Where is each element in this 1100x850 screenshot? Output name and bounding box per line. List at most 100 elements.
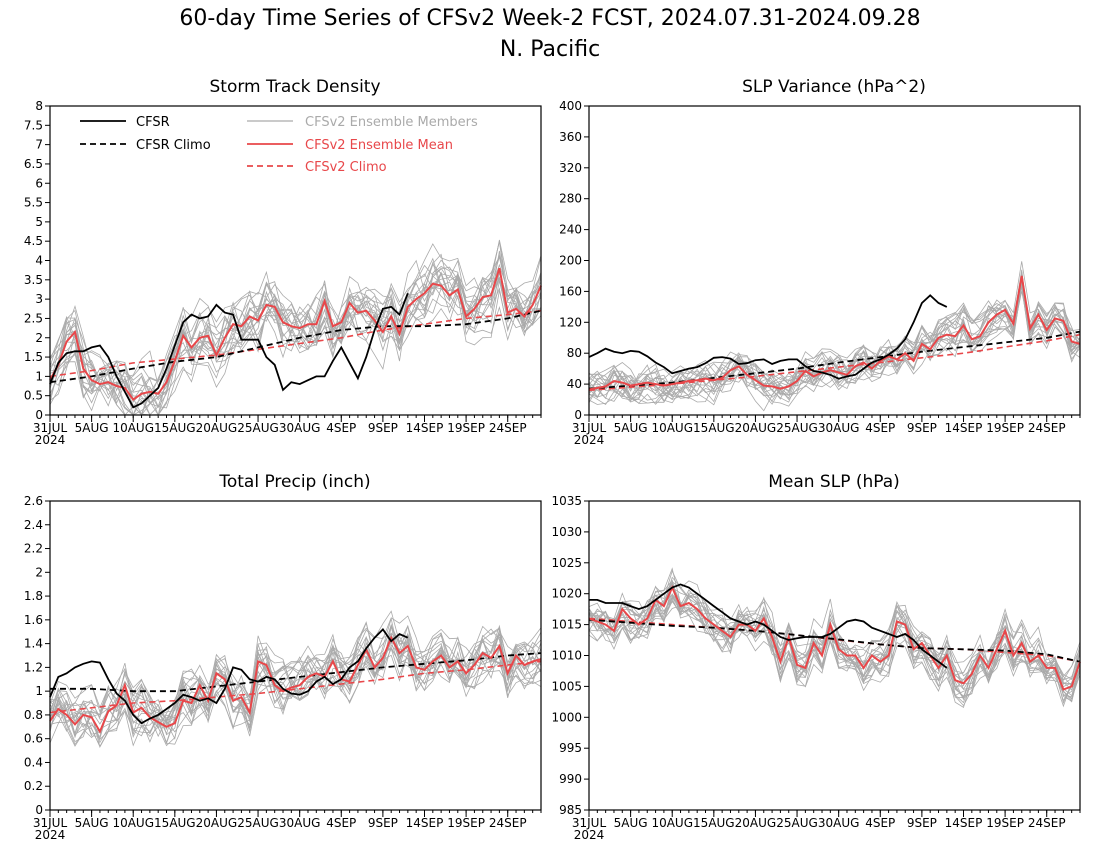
- storm-track-density-ytick-label: 4: [35, 254, 43, 268]
- storm-track-density-ytick-label: 0: [35, 408, 43, 422]
- mean-slp-hpa-xtick-label: 24SEP: [1028, 816, 1066, 830]
- storm-track-density-ytick-label: 0.5: [24, 389, 43, 403]
- mean-slp-hpa-series-cfsr-climo: [588, 618, 1081, 663]
- slp-variance-hpa-2-ytick-label: 280: [559, 192, 582, 206]
- mean-slp-hpa-xtick-label: 14SEP: [945, 816, 983, 830]
- storm-track-density-series-cfsr: [49, 292, 409, 409]
- slp-variance-hpa-2-ensemble-member-line: [588, 271, 1081, 397]
- storm-track-density-xtick-label: 19SEP: [447, 421, 485, 435]
- mean-slp-hpa-xtick-label: 10AUG: [651, 816, 693, 830]
- mean-slp-hpa-xtick-label: 30AUG: [818, 816, 860, 830]
- legend-label-cfsr: CFSR: [136, 115, 170, 130]
- mean-slp-hpa-ytick-label: 1005: [551, 679, 582, 693]
- slp-variance-hpa-2-series-cfsv2-ensemble-mean: [588, 275, 1081, 391]
- storm-track-density-ensemble-member-line: [49, 259, 542, 407]
- slp-variance-hpa-2-xtick-label: 14SEP: [945, 421, 983, 435]
- total-precip-inch-ytick-label: 0.6: [24, 732, 43, 746]
- mean-slp-hpa-ensemble-member-line: [588, 579, 1081, 709]
- storm-track-density-xtick-label: 5AUG: [75, 421, 109, 435]
- mean-slp-hpa-year-label: 2024: [574, 828, 605, 842]
- slp-variance-hpa-2-ytick-label: 400: [559, 99, 582, 113]
- total-precip-inch-ytick-label: 0.8: [24, 708, 43, 722]
- total-precip-inch-series-cfsr-climo: [50, 652, 542, 693]
- storm-track-density-xtick-label: 25AUG: [237, 421, 279, 435]
- storm-track-density-xtick-label: 9SEP: [368, 421, 398, 435]
- total-precip-inch-ytick-label: 0.2: [24, 779, 43, 793]
- total-precip-inch-xtick-label: 15AUG: [154, 816, 196, 830]
- mean-slp-hpa-ensemble-member-line: [588, 593, 1081, 705]
- total-precip-inch-ytick-label: 1.6: [24, 613, 43, 627]
- slp-variance-hpa-2-ytick-label: 0: [574, 408, 582, 422]
- mean-slp-hpa-xtick-label: 25AUG: [776, 816, 818, 830]
- total-precip-inch-ytick-label: 2.2: [24, 542, 43, 556]
- total-precip-inch-xtick-label: 9SEP: [368, 816, 398, 830]
- total-precip-inch-series-cfsv2-climo: [49, 660, 542, 714]
- slp-variance-hpa-2-xtick-label: 25AUG: [776, 421, 818, 435]
- slp-variance-hpa-2-ytick-label: 320: [559, 161, 582, 175]
- storm-track-density-ytick-label: 4.5: [24, 234, 43, 248]
- total-precip-inch-xtick-label: 5AUG: [75, 816, 109, 830]
- panel-slp-variance: SLP Variance (hPa^2) 0 40 80 120 160 200 240 28…: [559, 77, 1081, 447]
- storm-track-density-ytick-label: 7: [35, 138, 43, 152]
- storm-track-density-xtick-label: 30AUG: [279, 421, 321, 435]
- mean-slp-hpa-xtick-label: 5AUG: [614, 816, 648, 830]
- storm-track-density-ytick-label: 3.5: [24, 273, 43, 287]
- storm-track-density-series-cfsr-climo: [49, 309, 542, 384]
- mean-slp-hpa-xtick-label: 19SEP: [986, 816, 1024, 830]
- storm-track-density-ytick-label: 8: [35, 99, 43, 113]
- total-precip-inch-xtick-label: 19SEP: [447, 816, 485, 830]
- mean-slp-hpa-ytick-label: 1030: [551, 525, 582, 539]
- mean-slp-hpa-ytick-label: 1000: [551, 710, 582, 724]
- total-precip-inch-ytick-label: 2.6: [24, 494, 43, 508]
- mean-slp-hpa-ytick-label: 1025: [551, 556, 582, 570]
- storm-track-density-series-cfsv2-climo: [49, 309, 542, 378]
- storm-track-density-series-cfsv2-ensemble-mean: [49, 267, 542, 401]
- storm-track-density-ensemble-member-line: [49, 271, 542, 401]
- mean-slp-hpa-xtick-label: 4SEP: [865, 816, 895, 830]
- main-subtitle: N. Pacific: [500, 37, 600, 62]
- mean-slp-hpa-ytick-label: 1015: [551, 618, 582, 632]
- slp-variance-hpa-2-xtick-label: 24SEP: [1028, 421, 1066, 435]
- total-precip-inch-year-label: 2024: [35, 828, 66, 842]
- storm-track-density-xtick-label: 4SEP: [326, 421, 356, 435]
- storm-track-density-ensemble-member-line: [49, 275, 542, 416]
- storm-track-density-plot-frame: [49, 105, 542, 416]
- panel-storm-track-density: Storm Track Density 0 0.5 1 1.5 2 2.5 3 3.5 4 4.5…: [24, 77, 542, 447]
- panel-title-storm-track-density: Storm Track Density: [209, 77, 380, 97]
- mean-slp-hpa-ensemble-member-line: [588, 576, 1081, 678]
- storm-track-density-xtick-label: 15AUG: [154, 421, 196, 435]
- mean-slp-hpa-plot-frame: [588, 500, 1081, 811]
- storm-track-density-ytick-label: 6: [35, 176, 43, 190]
- storm-track-density-ensemble-member-line: [49, 243, 542, 416]
- total-precip-inch-xtick-label: 10AUG: [112, 816, 154, 830]
- mean-slp-hpa-ytick-label: 990: [559, 772, 582, 786]
- storm-track-density-ytick-label: 7.5: [24, 118, 43, 132]
- panel-total-precip: Total Precip (inch) 0 0.2 0.4 0.6 0.8 1 1.2 1.4…: [24, 472, 542, 842]
- mean-slp-hpa-ytick-label: 1035: [551, 494, 582, 508]
- slp-variance-hpa-2-year-label: 2024: [574, 433, 605, 447]
- slp-variance-hpa-2-ytick-label: 40: [567, 377, 582, 391]
- total-precip-inch-ytick-label: 1.2: [24, 660, 43, 674]
- total-precip-inch-ensemble-member-line: [49, 628, 542, 748]
- slp-variance-hpa-2-xtick-label: 9SEP: [907, 421, 937, 435]
- storm-track-density-ytick-label: 1.5: [24, 350, 43, 364]
- total-precip-inch-xtick-label: 20AUG: [196, 816, 238, 830]
- mean-slp-hpa-xtick-label: 9SEP: [907, 816, 937, 830]
- slp-variance-hpa-2-ytick-label: 360: [559, 130, 582, 144]
- storm-track-density-ytick-label: 5.5: [24, 196, 43, 210]
- mean-slp-hpa-series-cfsr: [589, 583, 948, 669]
- slp-variance-hpa-2-xtick-label: 19SEP: [986, 421, 1024, 435]
- legend-label-cfsv2-climo: CFSv2 Climo: [305, 160, 387, 175]
- mean-slp-hpa-series-cfsv2-ensemble-mean: [588, 585, 1081, 691]
- storm-track-density-ensemble-member-line: [49, 272, 542, 416]
- total-precip-inch-series-cfsv2-ensemble-mean: [49, 635, 542, 734]
- slp-variance-hpa-2-xtick-label: 20AUG: [735, 421, 777, 435]
- storm-track-density-ytick-label: 2.5: [24, 311, 43, 325]
- mean-slp-hpa-ytick-label: 1020: [551, 587, 582, 601]
- storm-track-density-xtick-label: 14SEP: [406, 421, 444, 435]
- slp-variance-hpa-2-ensemble-member-line: [588, 269, 1081, 403]
- legend-label-cfsr-climo: CFSR Climo: [136, 138, 211, 153]
- total-precip-inch-ytick-label: 0: [35, 803, 43, 817]
- total-precip-inch-ensemble-member-line: [49, 627, 542, 735]
